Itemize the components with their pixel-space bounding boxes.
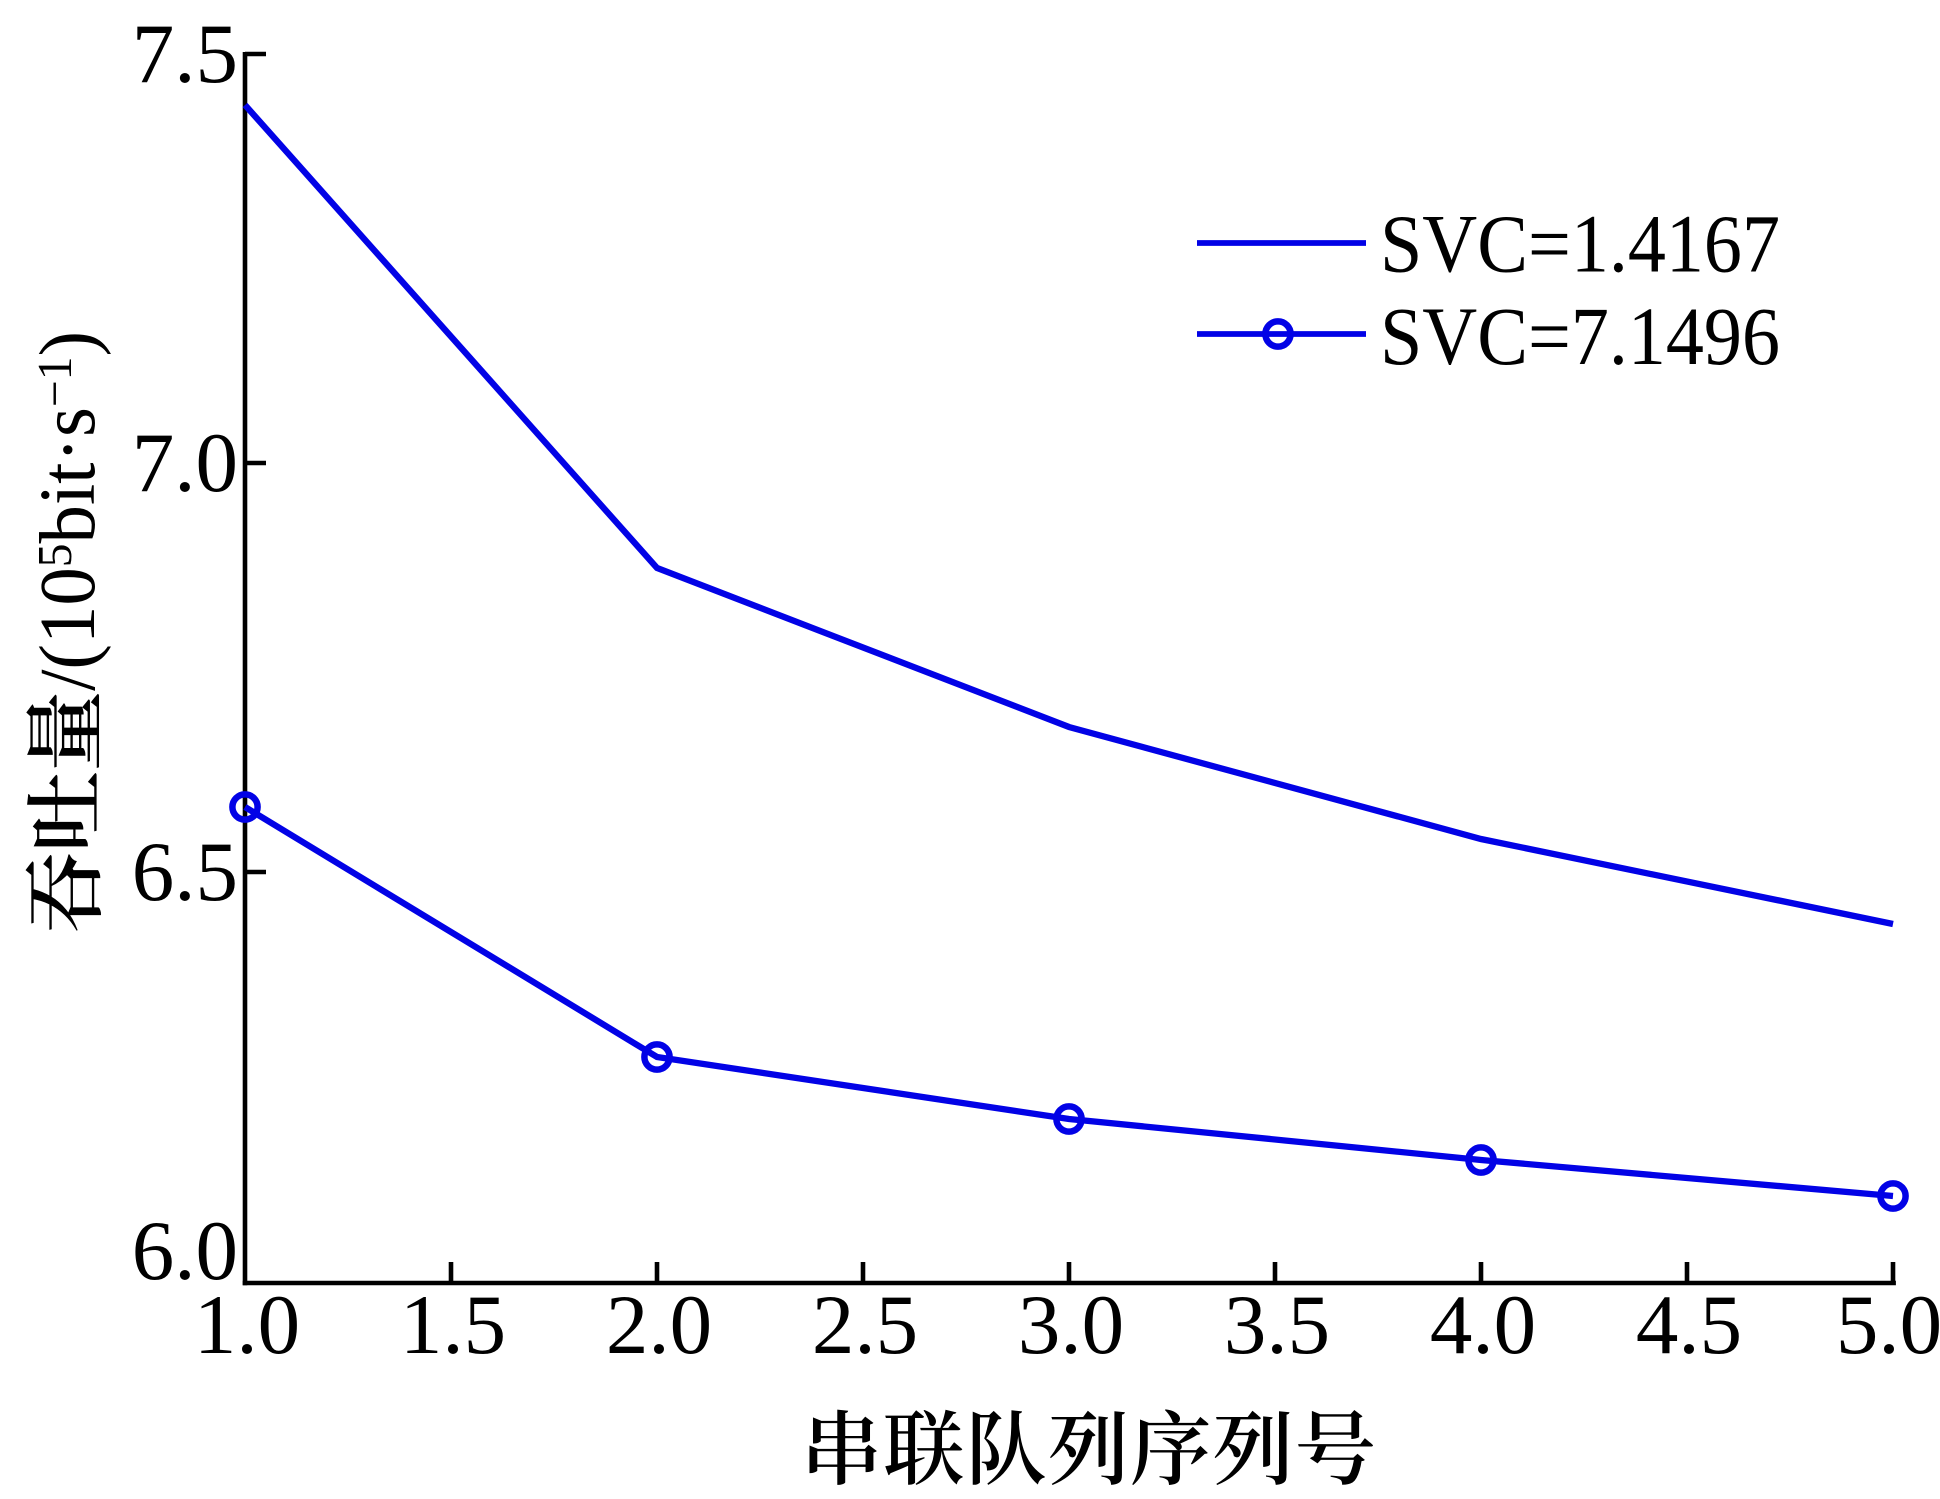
- svg-text:3.0: 3.0: [1018, 1278, 1124, 1372]
- svg-text:1.0: 1.0: [194, 1278, 300, 1372]
- svg-text:6.0: 6.0: [132, 1204, 238, 1298]
- svg-text:7.0: 7.0: [132, 416, 238, 510]
- svg-text:1.5: 1.5: [400, 1278, 506, 1372]
- svg-text:6.5: 6.5: [132, 825, 238, 919]
- svg-text:7.5: 7.5: [132, 7, 238, 101]
- svg-text:2.5: 2.5: [812, 1278, 918, 1372]
- svg-text:4.0: 4.0: [1430, 1278, 1536, 1372]
- svg-text:2.0: 2.0: [606, 1278, 712, 1372]
- svg-text:4.5: 4.5: [1636, 1278, 1742, 1372]
- svg-text:SVC=7.1496: SVC=7.1496: [1380, 290, 1780, 382]
- svg-text:3.5: 3.5: [1224, 1278, 1330, 1372]
- svg-text:5.0: 5.0: [1836, 1278, 1940, 1372]
- svg-text:SVC=1.4167: SVC=1.4167: [1380, 198, 1780, 290]
